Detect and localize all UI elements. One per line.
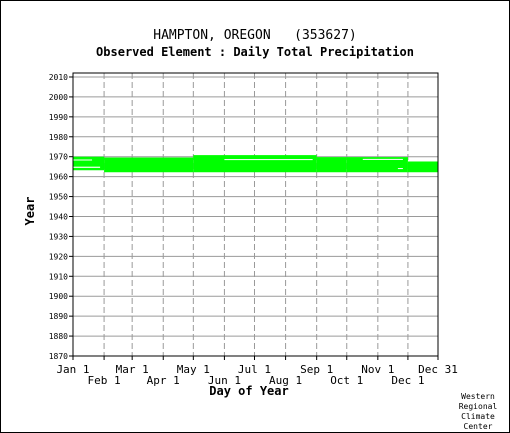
x-tick-label: Dec 31 — [418, 363, 458, 376]
y-axis-label: Year — [23, 197, 37, 226]
y-tick-label: 1890 — [49, 312, 68, 321]
y-tick-label: 1920 — [49, 252, 68, 261]
y-tick-label: 1960 — [49, 173, 68, 182]
x-tick-label: Sep 1 — [300, 363, 333, 376]
y-tick-label: 1910 — [49, 272, 68, 281]
x-tick-label: Mar 1 — [116, 363, 149, 376]
y-tick-label: 1970 — [49, 153, 68, 162]
credit-line-4: Center — [464, 422, 493, 431]
coverage-bar — [104, 157, 194, 173]
missing-data-gap — [397, 168, 403, 170]
y-tick-label: 1990 — [49, 113, 68, 122]
missing-data-gap — [73, 166, 101, 168]
y-tick-label: 1930 — [49, 232, 68, 241]
x-tick-label: Jan 1 — [56, 363, 89, 376]
y-tick-label: 1950 — [49, 193, 68, 202]
missing-data-gap — [362, 158, 403, 160]
credit-line-2: Regional — [459, 402, 498, 411]
x-tick-label: Feb 1 — [88, 374, 121, 387]
y-tick-label: 2000 — [49, 93, 68, 102]
y-tick-label: 1870 — [49, 352, 68, 361]
missing-data-gap — [73, 159, 93, 161]
coverage-bar — [346, 157, 408, 173]
coverage-bar — [73, 156, 105, 171]
y-tick-label: 1980 — [49, 133, 68, 142]
coverage-bar — [407, 161, 438, 173]
credit-block: Western Regional Climate Center — [459, 392, 498, 431]
y-tick-label: 1940 — [49, 212, 68, 221]
chart-title: HAMPTON, OREGON (353627) — [153, 28, 357, 43]
plot-area: 1870 1880 1890 1900 1910 1920 1930 1940 1950 1960… — [49, 72, 458, 387]
y-tick-label: 2010 — [49, 73, 68, 82]
coverage-bar — [193, 155, 317, 173]
missing-data-gap — [224, 159, 313, 161]
coverage-bar — [316, 157, 347, 173]
x-tick-label: Jun 1 — [208, 374, 241, 387]
credit-line-1: Western — [461, 392, 495, 401]
x-tick-label: Jul 1 — [238, 363, 271, 376]
chart-subtitle: Observed Element : Daily Total Precipita… — [96, 45, 414, 59]
x-tick-label: Nov 1 — [361, 363, 394, 376]
credit-line-3: Climate — [461, 412, 495, 421]
x-tick-label: Aug 1 — [269, 374, 302, 387]
x-tick-label: Oct 1 — [330, 374, 363, 387]
y-tick-label: 1900 — [49, 292, 68, 301]
x-tick-label: May 1 — [177, 363, 210, 376]
y-tick-label: 1880 — [49, 332, 68, 341]
plot-border — [72, 72, 439, 357]
x-tick-label: Dec 1 — [391, 374, 424, 387]
x-tick-label: Apr 1 — [147, 374, 180, 387]
x-axis-label: Day of Year — [209, 384, 288, 398]
